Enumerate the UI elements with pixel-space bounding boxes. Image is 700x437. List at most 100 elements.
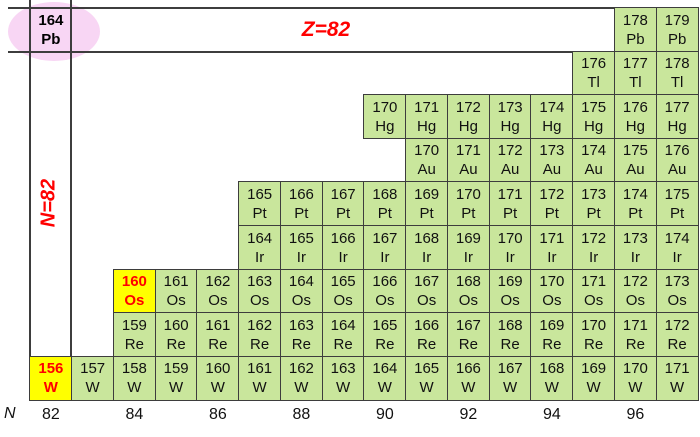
element-symbol: Au: [542, 161, 562, 179]
nuclide-cell-162Re: 162 Re: [238, 312, 282, 358]
element-symbol: Re: [542, 335, 562, 353]
nuclide-cell-163Re: 163 Re: [279, 312, 323, 358]
mass-number: 178: [622, 11, 648, 29]
mass-number: 165: [247, 185, 273, 203]
element-symbol: Hg: [542, 117, 562, 135]
mass-number: 172: [455, 98, 481, 116]
element-symbol: Pt: [419, 204, 434, 222]
mass-number: 172: [581, 229, 607, 247]
element-symbol: Re: [375, 335, 395, 353]
element-symbol: Re: [333, 335, 353, 353]
mass-number: 173: [539, 142, 565, 160]
nuclide-cell-168Os: 168 Os: [446, 268, 490, 314]
nuclide-cell-176Tl: 176 Tl: [572, 50, 616, 96]
mass-number: 175: [664, 185, 690, 203]
nuclide-cell-168Pt: 168 Pt: [363, 181, 407, 227]
nuclide-cell-175Pt: 175 Pt: [655, 181, 699, 227]
element-symbol: Au: [584, 161, 603, 179]
nuclide-cell-160Re: 160 Re: [154, 312, 198, 358]
mass-number: 167: [330, 185, 356, 203]
mass-number: 158: [121, 360, 147, 378]
nuclide-cell-164Re: 164 Re: [321, 312, 365, 358]
element-symbol: Ir: [463, 248, 473, 266]
mass-number: 168: [372, 185, 398, 203]
nuclide-cell-179Pb: 179 Pb: [655, 7, 699, 53]
nuclide-cell-170Re: 170 Re: [572, 312, 616, 358]
mass-number: 166: [288, 185, 314, 203]
element-symbol: Re: [667, 335, 687, 353]
x-axis-tick-86: 86: [208, 406, 227, 423]
mass-number: 159: [121, 316, 147, 334]
nuclide-cell-159W: 159 W: [154, 355, 198, 401]
n-band-line-left: [29, 0, 31, 400]
n-band-line-right: [70, 0, 72, 400]
element-symbol: Au: [667, 161, 687, 179]
nuclide-cell-164W: 164 W: [363, 355, 407, 401]
mass-number: 165: [414, 360, 440, 378]
nuclide-cell-166Os: 166 Os: [363, 268, 407, 314]
element-symbol: Re: [584, 335, 604, 353]
mass-number: 169: [539, 316, 565, 334]
element-symbol: Ir: [630, 248, 640, 266]
element-symbol: W: [294, 379, 309, 397]
mass-number: 167: [372, 229, 398, 247]
element-symbol: W: [586, 379, 601, 397]
nuclide-cell-172Ir: 172 Ir: [572, 225, 616, 271]
mass-number: 166: [414, 316, 440, 334]
element-symbol: Ir: [589, 248, 599, 266]
element-symbol: W: [210, 379, 225, 397]
mass-number: 171: [664, 360, 690, 378]
mass-number: 174: [581, 142, 607, 160]
element-symbol: Re: [458, 335, 478, 353]
element-symbol: Au: [417, 161, 436, 179]
element-symbol: Ir: [547, 248, 557, 266]
nuclide-cell-174Au: 174 Au: [572, 137, 616, 183]
element-symbol: Hg: [667, 117, 687, 135]
element-symbol: Pt: [294, 204, 309, 222]
element-symbol: Os: [375, 292, 395, 310]
x-axis-tick-88: 88: [292, 406, 311, 423]
nuclide-cell-165Re: 165 Re: [363, 312, 407, 358]
nuclide-cell-167Ir: 167 Ir: [363, 225, 407, 271]
nuclide-cell-176Au: 176 Au: [655, 137, 699, 183]
mass-number: 159: [163, 360, 189, 378]
element-symbol: Tl: [670, 74, 684, 92]
nuclide-cell-166W: 166 W: [446, 355, 490, 401]
mass-number: 164: [372, 360, 398, 378]
nuclide-cell-175Au: 175 Au: [613, 137, 657, 183]
mass-number: 175: [622, 142, 648, 160]
nuclide-cell-171Hg: 171 Hg: [405, 94, 449, 140]
nuclide-cell-175Hg: 175 Hg: [572, 94, 616, 140]
element-symbol: W: [503, 379, 518, 397]
element-symbol: Au: [626, 161, 645, 179]
mass-number: 176: [664, 142, 690, 160]
nuclide-cell-173Hg: 173 Hg: [488, 94, 532, 140]
element-symbol: Pb: [41, 30, 61, 48]
mass-number: 177: [664, 98, 690, 116]
element-symbol: Os: [417, 292, 437, 310]
mass-number: 173: [622, 229, 648, 247]
mass-number: 165: [372, 316, 398, 334]
mass-number: 173: [581, 185, 607, 203]
nuclide-cell-171Ir: 171 Ir: [530, 225, 574, 271]
mass-number: 161: [247, 360, 273, 378]
mass-number: 157: [80, 360, 106, 378]
element-symbol: Ir: [296, 248, 306, 266]
mass-number: 171: [622, 316, 648, 334]
mass-number: 163: [247, 273, 273, 291]
element-symbol: Pt: [586, 204, 601, 222]
nuclide-cell-172Hg: 172 Hg: [446, 94, 490, 140]
mass-number: 165: [288, 229, 314, 247]
nuclide-cell-167Pt: 167 Pt: [321, 181, 365, 227]
element-symbol: Au: [459, 161, 478, 179]
nuclide-cell-160Os: 160 Os: [112, 268, 156, 314]
nuclide-cell-164Os: 164 Os: [279, 268, 323, 314]
mass-number: 172: [622, 273, 648, 291]
mass-number: 172: [539, 185, 565, 203]
nuclide-cell-178Tl: 178 Tl: [655, 50, 699, 96]
x-axis-tick-84: 84: [125, 406, 144, 423]
mass-number: 167: [414, 273, 440, 291]
mass-number: 168: [497, 316, 523, 334]
nuclide-cell-177Hg: 177 Hg: [655, 94, 699, 140]
mass-number: 164: [247, 229, 273, 247]
